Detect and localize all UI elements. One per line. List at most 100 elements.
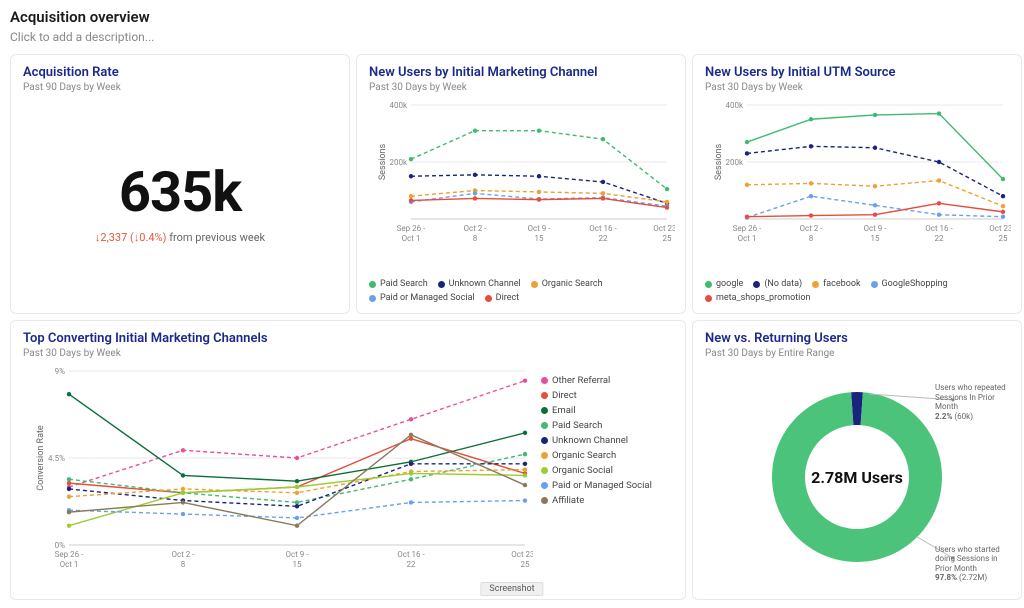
legend-label: Paid or Managed Social [552, 480, 652, 491]
svg-text:Oct 1: Oct 1 [60, 560, 79, 569]
screenshot-tag: Screenshot [480, 582, 543, 596]
legend-dot-icon [541, 422, 548, 429]
line-chart: 200k400kSep 26 -Oct 1Oct 2 -8Oct 9 -15Oc… [705, 99, 1011, 249]
svg-text:8: 8 [809, 234, 814, 243]
donut-wrap: 2.78M Users Users who repeated Sessions … [705, 365, 1009, 589]
card-subtitle: Past 30 Days by Week [369, 82, 673, 93]
card-new-vs-returning[interactable]: New vs. Returning Users Past 30 Days by … [692, 320, 1022, 600]
legend-item[interactable]: facebook [812, 279, 860, 289]
card-subtitle: Past 30 Days by Week [23, 348, 673, 359]
description-placeholder[interactable]: Click to add a description... [10, 30, 1014, 44]
legend-item[interactable]: Paid Search [369, 279, 428, 289]
legend-item[interactable]: Other Referral [541, 375, 681, 386]
card-title: Acquisition Rate [23, 65, 337, 80]
svg-text:200k: 200k [725, 158, 743, 167]
legend-item[interactable]: Paid or Managed Social [369, 293, 475, 303]
legend-label: google [716, 279, 743, 289]
svg-text:25: 25 [663, 234, 672, 243]
legend-item[interactable]: Unknown Channel [438, 279, 521, 289]
legend-dot-icon [531, 281, 538, 288]
legend-item[interactable]: Organic Social [541, 465, 681, 476]
legend-item[interactable]: GoogleShopping [871, 279, 948, 289]
svg-text:22: 22 [599, 234, 608, 243]
svg-text:22: 22 [407, 560, 416, 569]
legend-label: GoogleShopping [882, 279, 948, 289]
svg-text:8: 8 [473, 234, 478, 243]
svg-text:15: 15 [293, 560, 302, 569]
svg-text:Oct 1: Oct 1 [402, 234, 421, 243]
svg-text:Oct 16 -: Oct 16 - [925, 224, 953, 233]
legend-item[interactable]: meta_shops_promotion [705, 293, 810, 303]
legend-item[interactable]: Direct [541, 390, 681, 401]
legend-item[interactable]: Direct [485, 293, 520, 303]
legend-item[interactable]: Email [541, 405, 681, 416]
svg-text:Conversion Rate: Conversion Rate [36, 425, 46, 491]
chart-area: 0%4.5%9%Sep 26 -Oct 1Oct 2 -8Oct 9 -15Oc… [23, 365, 533, 589]
legend-dot-icon [369, 295, 376, 302]
legend-item[interactable]: Organic Search [541, 450, 681, 461]
svg-text:Oct 16 -: Oct 16 - [589, 224, 617, 233]
legend-label: (No data) [764, 279, 802, 289]
svg-text:25: 25 [521, 560, 530, 569]
card-top-converting[interactable]: Top Converting Initial Marketing Channel… [10, 320, 686, 600]
dashboard-grid: Acquisition Rate Past 90 Days by Week 63… [10, 54, 1014, 600]
legend-label: Paid Search [552, 420, 602, 431]
metric-delta: ↓2,337 (↓0.4%) from previous week [95, 231, 265, 244]
svg-text:Oct 9 -: Oct 9 - [286, 550, 310, 559]
legend-dot-icon [541, 377, 548, 384]
legend-item[interactable]: (No data) [753, 279, 802, 289]
svg-text:400k: 400k [389, 101, 407, 110]
legend-label: Affiliate [552, 495, 584, 506]
svg-text:Sep 26 -: Sep 26 - [733, 224, 762, 233]
legend-label: Direct [552, 390, 577, 401]
legend-label: Direct [496, 293, 520, 303]
svg-text:200k: 200k [389, 158, 407, 167]
delta-value: ↓2,337 [95, 231, 127, 244]
svg-text:8: 8 [181, 560, 186, 569]
svg-text:Oct 2 -: Oct 2 - [800, 224, 824, 233]
legend-dot-icon [541, 437, 548, 444]
donut-slice-label: Users who repeated Sessions In Prior Mon… [935, 383, 1013, 421]
svg-text:Oct 9 -: Oct 9 - [528, 224, 552, 233]
card-title: New Users by Initial UTM Source [705, 65, 1009, 80]
legend-label: Paid Search [380, 279, 428, 289]
svg-text:Sep 26 -: Sep 26 - [397, 224, 426, 233]
svg-text:Oct 23 -: Oct 23 - [989, 224, 1011, 233]
donut-center-value: 2.78M Users [811, 468, 903, 487]
chart-legend: google (No data) facebook GoogleShopping met… [705, 279, 1009, 303]
card-marketing-channel[interactable]: New Users by Initial Marketing Channel P… [356, 54, 686, 314]
delta-suffix: from previous week [169, 231, 265, 244]
legend-item[interactable]: google [705, 279, 743, 289]
svg-text:25: 25 [999, 234, 1008, 243]
svg-text:15: 15 [535, 234, 544, 243]
svg-text:400k: 400k [725, 101, 743, 110]
svg-text:9%: 9% [55, 367, 65, 376]
svg-text:Sep 26 -: Sep 26 - [55, 550, 84, 559]
svg-text:Sessions: Sessions [714, 143, 724, 180]
card-acquisition-rate[interactable]: Acquisition Rate Past 90 Days by Week 63… [10, 54, 350, 314]
chart-area: 200k 400k Sep 26 -Oct 1 Oct 2 -8 Oct 9 -15 Oc… [369, 99, 673, 275]
chart-legend: Other Referral Direct Email Paid Search Unkn… [541, 365, 681, 589]
legend-dot-icon [541, 392, 548, 399]
legend-label: Other Referral [552, 375, 610, 386]
svg-text:Oct 2 -: Oct 2 - [464, 224, 488, 233]
card-title: Top Converting Initial Marketing Channel… [23, 331, 673, 346]
legend-label: meta_shops_promotion [716, 293, 810, 303]
card-utm-source[interactable]: New Users by Initial UTM Source Past 30 … [692, 54, 1022, 314]
legend-label: Organic Social [552, 465, 613, 476]
legend-dot-icon [541, 497, 548, 504]
legend-label: Unknown Channel [449, 279, 521, 289]
legend-label: Organic Search [542, 279, 603, 289]
legend-item[interactable]: Affiliate [541, 495, 681, 506]
legend-dot-icon [485, 295, 492, 302]
legend-item[interactable]: Paid Search [541, 420, 681, 431]
legend-item[interactable]: Unknown Channel [541, 435, 681, 446]
legend-dot-icon [541, 452, 548, 459]
card-title: New vs. Returning Users [705, 331, 1009, 346]
legend-dot-icon [871, 281, 878, 288]
legend-item[interactable]: Paid or Managed Social [541, 480, 681, 491]
legend-dot-icon [541, 407, 548, 414]
legend-dot-icon [812, 281, 819, 288]
legend-item[interactable]: Organic Search [531, 279, 603, 289]
chart-legend: Paid Search Unknown Channel Organic Search… [369, 279, 673, 303]
